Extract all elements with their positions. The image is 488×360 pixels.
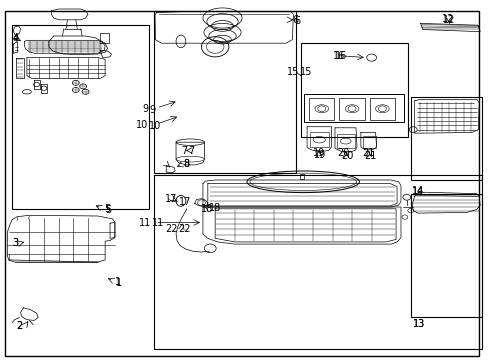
Bar [299, 174, 303, 179]
Circle shape [378, 106, 386, 112]
Text: 22: 22 [164, 224, 177, 234]
Text: 9: 9 [149, 105, 155, 115]
Text: 15: 15 [286, 67, 299, 77]
Circle shape [347, 106, 355, 112]
Text: 18: 18 [200, 204, 212, 214]
Bar [337, 134, 354, 148]
Text: 12: 12 [442, 15, 454, 25]
Text: 15: 15 [299, 67, 311, 77]
Text: 10: 10 [136, 120, 148, 130]
Bar [410, 194, 481, 317]
Bar [410, 97, 481, 180]
Text: 9: 9 [142, 104, 148, 114]
Text: 8: 8 [183, 159, 189, 169]
Text: 19: 19 [312, 148, 325, 158]
Text: 10: 10 [149, 121, 161, 131]
Text: 4: 4 [13, 33, 19, 44]
Text: 16: 16 [334, 51, 346, 61]
Circle shape [317, 106, 325, 112]
Text: 14: 14 [411, 186, 423, 197]
Bar [154, 11, 295, 173]
Text: 18: 18 [209, 203, 221, 213]
Bar [369, 98, 394, 120]
Text: 5: 5 [105, 204, 111, 215]
Bar [362, 136, 375, 148]
Text: 13: 13 [412, 319, 424, 329]
Text: 8: 8 [183, 159, 189, 169]
Text: 1: 1 [116, 278, 122, 288]
Text: 21: 21 [364, 150, 376, 161]
Text: 4: 4 [13, 33, 19, 43]
Bar [100, 33, 109, 43]
Text: 2: 2 [17, 321, 23, 331]
Text: 6: 6 [294, 15, 300, 26]
Text: 20: 20 [341, 150, 353, 161]
Text: 11: 11 [151, 218, 163, 228]
Bar [309, 132, 328, 147]
Text: 6: 6 [292, 15, 298, 25]
Bar [308, 98, 334, 120]
Text: 17: 17 [164, 194, 177, 204]
Text: 16: 16 [332, 51, 344, 61]
Text: 7: 7 [187, 146, 194, 156]
Text: 13: 13 [412, 319, 424, 329]
Text: 19: 19 [314, 150, 326, 160]
Text: 2: 2 [17, 321, 23, 331]
Text: 3: 3 [13, 238, 19, 248]
Text: 17: 17 [178, 197, 190, 207]
Bar [154, 175, 481, 349]
Text: 20: 20 [337, 148, 349, 158]
Text: 3: 3 [13, 238, 19, 248]
Text: 12: 12 [441, 14, 453, 24]
Bar [339, 98, 364, 120]
Text: 1: 1 [115, 276, 121, 287]
Bar [12, 25, 149, 209]
Text: 11: 11 [139, 218, 151, 228]
Text: 22: 22 [178, 224, 191, 234]
Text: 5: 5 [104, 204, 111, 214]
Text: 21: 21 [361, 148, 373, 158]
Text: 7: 7 [181, 146, 187, 156]
Text: 14: 14 [411, 186, 423, 196]
Bar [304, 94, 404, 122]
Bar [300, 43, 407, 137]
